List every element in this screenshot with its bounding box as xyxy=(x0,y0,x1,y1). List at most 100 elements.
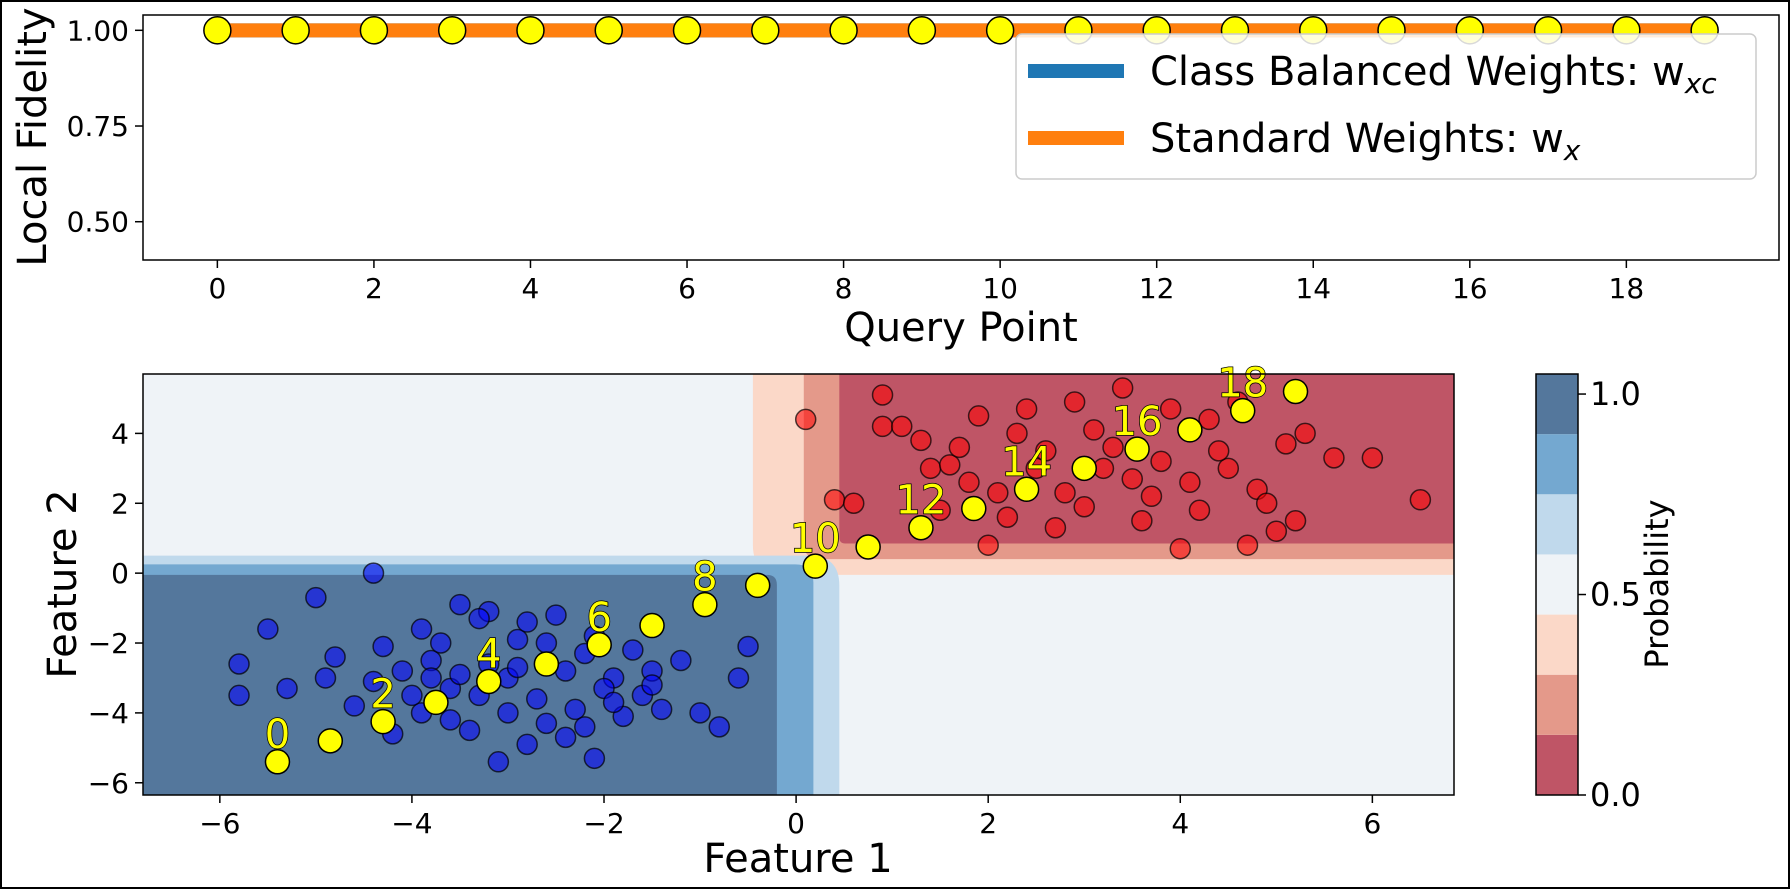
class-1-point xyxy=(506,656,529,679)
query-point-label: 0 xyxy=(265,712,290,758)
feature-y-tick-label: −4 xyxy=(88,697,129,730)
class-1-point xyxy=(449,593,471,616)
fidelity-x-ticks: 0 2 4 6 8 10 12 14 16 18 xyxy=(208,260,1644,305)
class-1-point xyxy=(324,646,346,668)
fidelity-x-tick-label: 18 xyxy=(1609,272,1645,305)
query-point-labels: 0 2 4 6 8 10 12 14 16 18 xyxy=(264,360,1269,759)
feature-plot-frame xyxy=(142,373,1455,796)
feature-y-tick-label: −6 xyxy=(88,767,129,800)
colorbar-band xyxy=(1536,494,1578,555)
fidelity-marker xyxy=(281,16,310,45)
feature-y-tick-label: 0 xyxy=(111,557,129,590)
query-point xyxy=(908,514,934,541)
class-0-point xyxy=(890,415,913,438)
feature-x-tick-label: −6 xyxy=(199,807,240,840)
feature-y-tick-label: 2 xyxy=(111,487,129,520)
fidelity-y-tick-label: 1.00 xyxy=(67,14,129,47)
class-1-points xyxy=(228,562,759,773)
fidelity-x-tick-label: 10 xyxy=(982,272,1018,305)
fidelity-y-tick-label: 0.75 xyxy=(67,110,129,143)
class-0-point xyxy=(1323,447,1345,469)
class-0-point xyxy=(1265,520,1288,542)
class-0-point xyxy=(1140,485,1163,508)
colorbar-band xyxy=(1536,614,1578,675)
legend-entry-standard: Standard Weights: wx xyxy=(1150,116,1581,167)
colorbar-band xyxy=(1536,374,1578,435)
query-point-label: 12 xyxy=(896,478,947,524)
class-1-point xyxy=(305,586,327,609)
query-point xyxy=(317,728,344,754)
class-1-point xyxy=(641,674,663,696)
feature-x-tick-label: 2 xyxy=(979,807,997,840)
query-point-label: 14 xyxy=(1001,439,1052,485)
query-point xyxy=(1071,455,1097,482)
class-0-point xyxy=(987,482,1009,504)
class-1-point xyxy=(228,653,250,675)
class-0-points xyxy=(794,377,1432,560)
query-point xyxy=(1013,476,1040,503)
fidelity-x-tick-label: 12 xyxy=(1139,272,1175,305)
class-1-point xyxy=(737,635,759,658)
fidelity-x-tick-label: 0 xyxy=(208,272,226,305)
colorbar-bands xyxy=(1536,374,1578,795)
class-0-point xyxy=(919,457,942,480)
legend: Class Balanced Weights: wxc Standard Wei… xyxy=(1015,33,1757,180)
colorbar-band xyxy=(1536,734,1578,795)
class-1-point xyxy=(362,670,385,693)
class-1-point xyxy=(497,702,519,724)
class-0-point xyxy=(823,489,846,511)
query-point-label: 6 xyxy=(586,595,611,641)
fidelity-marker xyxy=(907,16,937,45)
class-1-point xyxy=(708,716,731,738)
feature-x-ticks: −6 −4 −2 0 2 4 6 xyxy=(199,795,1381,840)
colorbar: 0.0 0.5 1.0 Probability xyxy=(1535,373,1676,814)
feature-space-chart: 0 2 4 6 8 10 12 14 16 18 −6 −4 −2 0 2 4 6 −6 −4 −2 0 2 4 Fea… xyxy=(40,360,1455,882)
class-1-point xyxy=(535,712,558,735)
class-0-point xyxy=(871,415,894,438)
class-0-point xyxy=(1015,398,1038,420)
class-0-point xyxy=(996,506,1019,528)
class-0-point xyxy=(1179,471,1201,494)
class-1-point xyxy=(439,709,462,731)
query-point xyxy=(961,495,987,522)
class-0-point xyxy=(1255,492,1278,515)
class-1-point xyxy=(276,677,298,700)
feature-y-ticks: −6 −4 −2 0 2 4 xyxy=(88,417,143,800)
fidelity-x-tick-label: 16 xyxy=(1452,272,1488,305)
fidelity-x-tick-label: 8 xyxy=(835,272,853,305)
feature-x-axis-label: Feature 1 xyxy=(703,836,892,882)
class-1-point xyxy=(574,716,596,738)
class-1-point xyxy=(535,632,558,654)
colorbar-tick-label: 1.0 xyxy=(1590,375,1641,413)
query-point xyxy=(1282,378,1309,405)
class-1-point xyxy=(458,719,481,742)
query-point-label: 10 xyxy=(790,516,841,562)
feature-y-tick-label: −2 xyxy=(88,627,129,660)
fidelity-y-ticks: 0.50 0.75 1.00 xyxy=(67,14,143,239)
fidelity-chart: 0 2 4 6 8 10 12 14 16 18 0.50 0.75 1.00 Query Point… xyxy=(10,7,1780,351)
class-0-point xyxy=(1236,534,1259,556)
fidelity-marker xyxy=(751,16,780,45)
query-point-label: 4 xyxy=(476,631,501,677)
feature-x-tick-label: −4 xyxy=(391,807,432,840)
class-1-point xyxy=(362,562,385,584)
class-1-point xyxy=(449,663,471,686)
feature-y-axis-label: Feature 2 xyxy=(40,489,86,678)
class-0-point xyxy=(1275,433,1297,455)
class-1-point xyxy=(689,702,711,724)
class-0-point xyxy=(1111,377,1134,399)
class-0-point xyxy=(1159,398,1182,420)
class-1-point xyxy=(516,733,538,756)
class-1-point xyxy=(650,698,673,721)
class-1-point xyxy=(314,667,337,689)
feature-x-tick-label: 4 xyxy=(1171,807,1189,840)
class-0-point xyxy=(1044,516,1067,539)
fidelity-marker xyxy=(672,16,702,45)
query-point xyxy=(264,749,291,775)
colorbar-tick-label: 0.5 xyxy=(1590,576,1641,614)
query-point xyxy=(855,534,881,560)
fidelity-x-tick-label: 14 xyxy=(1295,272,1331,305)
class-0-point xyxy=(1121,468,1144,490)
colorbar-frame xyxy=(1535,373,1579,796)
